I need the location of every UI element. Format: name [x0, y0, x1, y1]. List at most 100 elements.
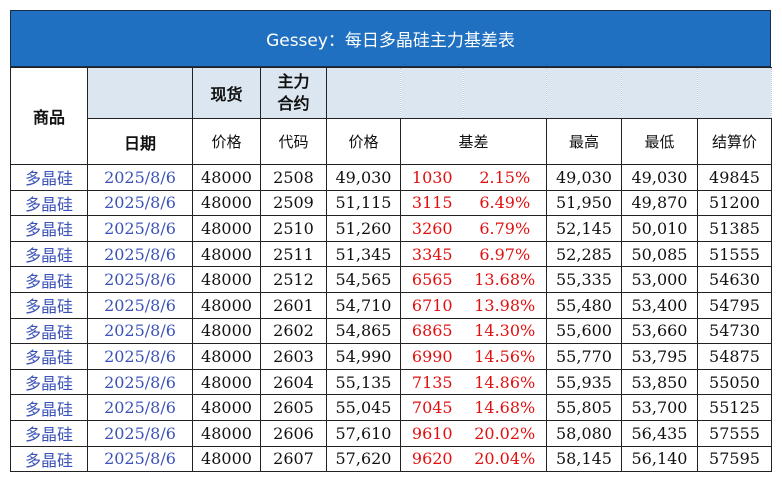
- cell-product: 多晶硅: [10, 445, 88, 473]
- cell-basis: 6710: [400, 291, 464, 319]
- cell-product: 多晶硅: [10, 266, 88, 293]
- table-row: 多晶硅 2025/8/6 48000 2604 55,135 7135 14.86% 55,9…: [10, 368, 772, 396]
- cell-product: 多晶硅: [10, 394, 88, 421]
- cell-high: 52,285: [546, 240, 622, 268]
- table-row: 多晶硅 2025/8/6 48000 2509 51,115 3115 6.49% 51,95…: [10, 189, 772, 217]
- cell-low: 53,000: [621, 266, 698, 293]
- cell-price: 54,865: [326, 317, 401, 345]
- cell-price: 51,260: [326, 215, 401, 242]
- table-row: 多晶硅 2025/8/6 48000 2511 51,345 3345 6.97% 52,28…: [10, 240, 772, 268]
- cell-low: 50,010: [621, 215, 698, 242]
- header-empty-cell: [87, 67, 193, 119]
- cell-spot: 48000: [192, 394, 261, 421]
- cell-high: 58,145: [546, 445, 622, 473]
- cell-low: 53,700: [621, 394, 698, 421]
- col-header-code: 代码: [260, 118, 327, 165]
- cell-code: 2602: [260, 317, 327, 345]
- col-header-spot-price: 价格: [192, 118, 261, 165]
- cell-high: 58,080: [546, 419, 622, 447]
- table-row: 多晶硅 2025/8/6 48000 2510 51,260 3260 6.79% 52,14…: [10, 215, 772, 242]
- col-header-main-contract: 主力 合约: [260, 67, 327, 119]
- cell-high: 55,935: [546, 368, 622, 396]
- cell-date: 2025/8/6: [87, 419, 193, 447]
- cell-basis-pct: 13.98%: [463, 291, 547, 319]
- cell-high: 49,030: [546, 164, 622, 191]
- table-row: 多晶硅 2025/8/6 48000 2606 57,610 9610 20.02% 58,0…: [10, 419, 772, 447]
- basis-table-frame: Gessey：每日多晶硅主力基差表 商品 现货 主力 合约: [10, 10, 772, 476]
- cell-spot: 48000: [192, 419, 261, 447]
- cell-basis: 1030: [400, 164, 464, 191]
- cell-basis-pct: 20.02%: [463, 419, 547, 447]
- cell-basis: 3260: [400, 215, 464, 242]
- cell-date: 2025/8/6: [87, 368, 193, 396]
- cell-code: 2607: [260, 445, 327, 473]
- cell-date: 2025/8/6: [87, 291, 193, 319]
- header-empty-cell: [326, 67, 401, 119]
- header-empty-cell: [546, 67, 622, 119]
- cell-price: 54,565: [326, 266, 401, 293]
- cell-settle: 49845: [697, 164, 772, 191]
- cell-date: 2025/8/6: [87, 240, 193, 268]
- cell-spot: 48000: [192, 266, 261, 293]
- cell-price: 49,030: [326, 164, 401, 191]
- cell-date: 2025/8/6: [87, 215, 193, 242]
- col-header-date: 日期: [87, 118, 193, 165]
- cell-basis: 7045: [400, 394, 464, 421]
- cell-price: 57,620: [326, 445, 401, 473]
- cell-price: 57,610: [326, 419, 401, 447]
- cell-spot: 48000: [192, 368, 261, 396]
- table-row: 多晶硅 2025/8/6 48000 2607 57,620 9620 20.04% 58,1…: [10, 445, 772, 473]
- cell-spot: 48000: [192, 215, 261, 242]
- cell-settle: 55050: [697, 368, 772, 396]
- cell-low: 56,140: [621, 445, 698, 473]
- cell-code: 2606: [260, 419, 327, 447]
- cell-high: 55,805: [546, 394, 622, 421]
- cell-settle: 54795: [697, 291, 772, 319]
- cell-low: 53,850: [621, 368, 698, 396]
- table-row: 多晶硅 2025/8/6 48000 2605 55,045 7045 14.68% 55,8…: [10, 394, 772, 421]
- cell-price: 51,345: [326, 240, 401, 268]
- cell-low: 49,030: [621, 164, 698, 191]
- basis-table: 商品 现货 主力 合约 日期 价格 代码 价格 基差 最高 最低 结算价: [10, 67, 772, 473]
- cell-settle: 54875: [697, 343, 772, 370]
- cell-settle: 57595: [697, 445, 772, 473]
- cell-date: 2025/8/6: [87, 343, 193, 370]
- table-row: 多晶硅 2025/8/6 48000 2602 54,865 6865 14.30% 55,6…: [10, 317, 772, 345]
- cell-high: 55,335: [546, 266, 622, 293]
- cell-date: 2025/8/6: [87, 394, 193, 421]
- col-header-settle: 结算价: [697, 118, 772, 165]
- cell-code: 2604: [260, 368, 327, 396]
- header-empty-cell: [697, 67, 772, 119]
- cell-code: 2601: [260, 291, 327, 319]
- cell-code: 2605: [260, 394, 327, 421]
- cell-basis-pct: 14.30%: [463, 317, 547, 345]
- table-row: 多晶硅 2025/8/6 48000 2603 54,990 6990 14.56% 55,7…: [10, 343, 772, 370]
- cell-basis-pct: 6.49%: [463, 189, 547, 217]
- header-empty-cell: [400, 67, 464, 119]
- cell-high: 55,770: [546, 343, 622, 370]
- cell-price: 54,710: [326, 291, 401, 319]
- header-row-2: 日期 价格 代码 价格 基差 最高 最低 结算价: [11, 118, 772, 165]
- cell-basis-pct: 20.04%: [463, 445, 547, 473]
- cell-settle: 57555: [697, 419, 772, 447]
- cell-settle: 54730: [697, 317, 772, 345]
- cell-product: 多晶硅: [10, 189, 88, 217]
- cell-low: 53,400: [621, 291, 698, 319]
- cell-basis-pct: 6.97%: [463, 240, 547, 268]
- cell-low: 56,435: [621, 419, 698, 447]
- cell-product: 多晶硅: [10, 317, 88, 345]
- cell-spot: 48000: [192, 445, 261, 473]
- cell-settle: 51555: [697, 240, 772, 268]
- cell-product: 多晶硅: [10, 291, 88, 319]
- cell-product: 多晶硅: [10, 240, 88, 268]
- cell-spot: 48000: [192, 291, 261, 319]
- header-empty-cell: [463, 67, 547, 119]
- cell-high: 52,145: [546, 215, 622, 242]
- cell-basis: 3115: [400, 189, 464, 217]
- col-header-price: 价格: [326, 118, 401, 165]
- cell-settle: 51385: [697, 215, 772, 242]
- header-empty-cell: [621, 67, 698, 119]
- cell-basis: 7135: [400, 368, 464, 396]
- cell-date: 2025/8/6: [87, 266, 193, 293]
- cell-spot: 48000: [192, 343, 261, 370]
